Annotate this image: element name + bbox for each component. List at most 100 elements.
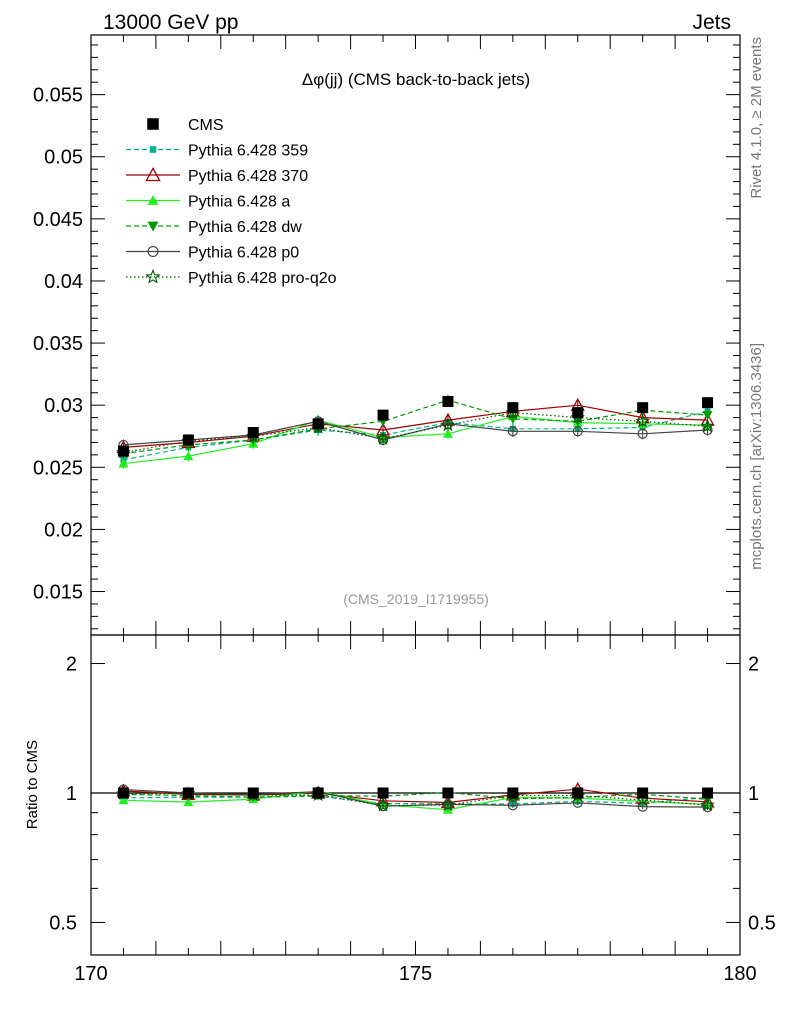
data-point (702, 411, 713, 421)
legend-label: Pythia 6.428 dw (188, 219, 302, 236)
ratio-series-group (116, 781, 715, 814)
side-rivet-text: Rivet 4.1.0, ≥ 2M events (748, 37, 765, 199)
y-tick-label: 0.035 (33, 333, 83, 355)
ratio-series-line (123, 793, 708, 807)
ratio-point (183, 797, 194, 807)
ratio-point (375, 798, 391, 812)
ratio-point (507, 787, 519, 799)
y-tick-label: 0.04 (44, 271, 83, 293)
legend-item-pa: Pythia 6.428 a (126, 194, 290, 211)
legend-item-pdw: Pythia 6.428 dw (126, 219, 302, 236)
y-tick-label: 0.015 (33, 582, 83, 604)
x-axis-ticks: 170 175 180 (74, 35, 757, 985)
legend-item-p370: Pythia 6.428 370 (126, 167, 308, 185)
main-y-ticks: 0.015 0.02 0.025 0.03 0.035 0.04 0.045 0.05 0.05… (33, 44, 740, 630)
ratio-point (440, 797, 456, 812)
data-point (507, 402, 519, 414)
main-title: Δφ(jj) (CMS back-to-back jets) (302, 70, 530, 89)
series-line (123, 420, 708, 446)
ratio-point (117, 787, 129, 799)
legend-label: Pythia 6.428 p0 (188, 245, 299, 262)
legend-marker (147, 118, 159, 130)
series-cms (117, 395, 714, 457)
legend-marker (147, 221, 159, 232)
series-line (123, 411, 708, 453)
data-point (507, 426, 518, 437)
y-tick-label: 0.055 (33, 85, 83, 107)
legend-marker (147, 245, 159, 258)
series-line (123, 399, 708, 455)
data-point (377, 409, 389, 421)
ratio-tick-label: 0.5 (49, 912, 77, 934)
y-tick-label: 0.025 (33, 457, 83, 479)
header-energy: 13000 GeV pp (103, 11, 238, 34)
ratio-series-pa (118, 786, 713, 814)
ratio-series-line (123, 791, 708, 800)
legend-label: CMS (188, 117, 224, 134)
data-point (442, 395, 454, 407)
ratio-point (312, 787, 324, 799)
main-panel: 0.015 0.02 0.025 0.03 0.035 0.04 0.045 0.05 0.05… (33, 34, 741, 636)
data-point (440, 417, 456, 432)
header-process: Jets (692, 11, 731, 34)
ratio-panel: 0.5 0.5 1 1 2 2 170 175 180 Ratio to CMS (24, 35, 776, 985)
series-pp0 (118, 415, 713, 451)
legend-item-pq2o: Pythia 6.428 pro-q2o (126, 268, 337, 287)
data-point (118, 458, 129, 468)
data-point (442, 428, 453, 438)
ratio-tick-label: 2 (66, 654, 77, 676)
legend-label: Pythia 6.428 a (188, 194, 290, 211)
x-tick-label: 170 (74, 963, 107, 985)
legend-marker (145, 167, 161, 182)
ratio-point (507, 800, 518, 811)
ratio-point (377, 801, 389, 812)
ratio-point (247, 787, 259, 799)
main-series-group (116, 394, 715, 470)
data-point (117, 445, 129, 457)
ratio-series-cms (117, 787, 714, 799)
ratio-point (182, 787, 194, 799)
legend-label: Pythia 6.428 359 (188, 143, 308, 160)
ratio-tick-label: 1 (66, 783, 77, 805)
ratio-series-line (123, 788, 708, 808)
y-tick-label: 0.03 (44, 395, 83, 417)
ratio-point (572, 787, 584, 799)
ratio-point (700, 797, 715, 812)
y-tick-label: 0.02 (44, 519, 83, 541)
legend-label: Pythia 6.428 370 (188, 168, 308, 185)
data-point (702, 397, 714, 409)
data-point (182, 434, 194, 446)
data-point (637, 428, 648, 439)
legend-item-pp0: Pythia 6.428 p0 (126, 245, 299, 262)
y-tick-label: 0.05 (44, 147, 83, 169)
legend-item-cms: CMS (147, 117, 224, 134)
series-line (123, 410, 708, 461)
data-point (375, 431, 391, 445)
legend-label: Pythia 6.428 pro-q2o (188, 270, 337, 287)
legend: CMS Pythia 6.428 359 Pythia 6.428 370 Pythi… (126, 117, 337, 287)
data-point (572, 407, 584, 419)
data-point (183, 451, 194, 461)
ratio-series-line (123, 795, 708, 805)
data-point (247, 427, 259, 439)
ratio-tick-label-right: 2 (748, 654, 759, 676)
ratio-point (377, 787, 389, 799)
data-point (572, 426, 583, 437)
legend-marker (147, 195, 159, 205)
data-point (700, 418, 715, 433)
data-point (312, 418, 324, 430)
data-point (635, 413, 650, 428)
series-line (123, 404, 708, 448)
legend-marker (149, 146, 157, 153)
x-tick-label: 175 (399, 963, 432, 985)
legend-item-p359: Pythia 6.428 359 (126, 143, 308, 160)
ratio-point (637, 787, 649, 799)
ratio-point (442, 787, 454, 799)
data-point (637, 402, 649, 414)
ratio-ylabel: Ratio to CMS (24, 740, 41, 829)
side-mcplots-text: mcplots.cern.ch [arXiv:1306.3436] (748, 343, 765, 570)
analysis-watermark: (CMS_2019_I1719955) (343, 591, 489, 607)
ratio-tick-label-right: 1 (748, 783, 759, 805)
